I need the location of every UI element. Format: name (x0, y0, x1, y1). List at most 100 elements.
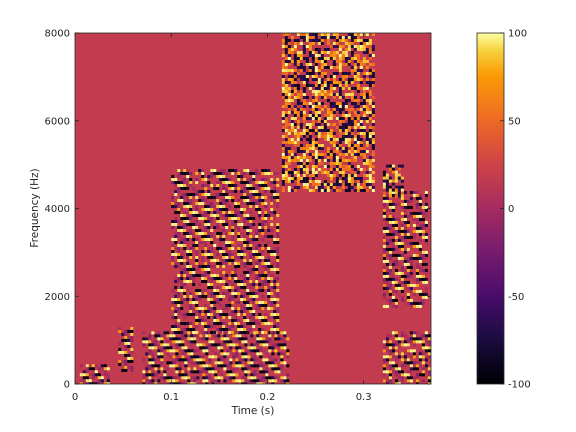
heatmap-cell (400, 337, 404, 341)
heatmap-cell (223, 379, 227, 383)
heatmap-cell (201, 229, 205, 233)
heatmap-cell (262, 349, 266, 353)
heatmap-cell (213, 235, 217, 239)
heatmap-cell (394, 241, 398, 245)
heatmap-cell (290, 78, 294, 81)
heatmap-cell (216, 223, 220, 227)
heatmap-cell (219, 262, 223, 266)
heatmap-cell (261, 223, 265, 227)
heatmap-cell (409, 214, 413, 218)
heatmap-cell (290, 174, 294, 177)
heatmap-cell (344, 129, 348, 132)
heatmap-cell (97, 367, 101, 371)
heatmap-cell (385, 188, 389, 192)
heatmap-cell (344, 84, 348, 87)
heatmap-cell (258, 220, 262, 224)
heatmap-cell (222, 307, 226, 311)
heatmap-cell (192, 313, 196, 317)
heatmap-cell (382, 373, 386, 377)
heatmap-cell (293, 189, 297, 192)
heatmap-cell (335, 66, 339, 69)
heatmap-cell (195, 238, 199, 242)
heatmap-cell (249, 241, 253, 245)
heatmap-cell (189, 178, 193, 182)
heatmap-cell (281, 87, 285, 90)
heatmap-cell (397, 286, 401, 290)
heatmap-cell (180, 328, 184, 332)
heatmap-cell (299, 63, 303, 66)
heatmap-cell (359, 117, 363, 120)
heatmap-cell (424, 232, 428, 236)
heatmap-cell (229, 373, 233, 377)
heatmap-cell (258, 328, 262, 332)
heatmap-cell (365, 117, 369, 120)
heatmap-cell (320, 168, 324, 171)
y-tick-label: 8000 (45, 29, 70, 40)
heatmap-cell (308, 126, 312, 129)
y-tick-label: 4000 (45, 204, 70, 215)
heatmap-cell (195, 256, 199, 260)
heatmap-cell (412, 337, 416, 341)
heatmap-cell (388, 205, 392, 209)
heatmap-cell (311, 42, 315, 45)
heatmap-cell (356, 126, 360, 129)
heatmap-cell (356, 63, 360, 66)
heatmap-cell (243, 325, 247, 329)
heatmap-cell (193, 382, 197, 384)
heatmap-cell (347, 135, 351, 138)
heatmap-cell (234, 190, 238, 194)
heatmap-cell (311, 183, 315, 186)
heatmap-cell (226, 379, 230, 383)
heatmap-cell (308, 63, 312, 66)
heatmap-cell (180, 193, 184, 197)
heatmap-cell (259, 376, 263, 380)
heatmap-cell (192, 331, 196, 335)
heatmap-cell (391, 262, 395, 266)
heatmap-cell (418, 337, 422, 341)
heatmap-cell (234, 313, 238, 317)
heatmap-cell (258, 199, 262, 203)
heatmap-cell (121, 338, 125, 342)
heatmap-cell (385, 235, 389, 239)
heatmap-cell (308, 66, 312, 69)
heatmap-cell (273, 310, 277, 314)
heatmap-cell (365, 162, 369, 165)
heatmap-cell (353, 69, 357, 72)
heatmap-cell (261, 247, 265, 251)
heatmap-cell (267, 187, 271, 191)
heatmap-cell (148, 364, 152, 368)
heatmap-cell (394, 355, 398, 359)
heatmap-cell (391, 188, 395, 192)
heatmap-cell (229, 376, 233, 380)
heatmap-cell (382, 304, 386, 308)
heatmap-cell (252, 322, 256, 326)
heatmap-cell (222, 271, 226, 275)
heatmap-cell (261, 322, 265, 326)
heatmap-cell (163, 373, 167, 377)
heatmap-cell (382, 367, 386, 371)
heatmap-cell (207, 217, 211, 221)
heatmap-cell (299, 159, 303, 162)
heatmap-cell (415, 196, 419, 200)
heatmap-cell (281, 78, 285, 81)
heatmap-cell (166, 340, 170, 344)
heatmap-cell (180, 295, 184, 299)
heatmap-cell (195, 211, 199, 215)
heatmap-cell (338, 36, 342, 39)
heatmap-cell (409, 259, 413, 263)
heatmap-cell (273, 214, 277, 218)
heatmap-cell (223, 355, 227, 359)
heatmap-cell (174, 280, 178, 284)
heatmap-cell (308, 153, 312, 156)
heatmap-cell (365, 159, 369, 162)
heatmap-cell (368, 39, 372, 42)
heatmap-cell (270, 313, 274, 317)
heatmap-cell (177, 205, 181, 209)
heatmap-cell (183, 244, 187, 248)
heatmap-cell (256, 379, 260, 383)
heatmap-cell (347, 42, 351, 45)
heatmap-cell (127, 362, 131, 366)
heatmap-cell (356, 105, 360, 108)
heatmap-cell (243, 235, 247, 239)
heatmap-cell (207, 307, 211, 311)
